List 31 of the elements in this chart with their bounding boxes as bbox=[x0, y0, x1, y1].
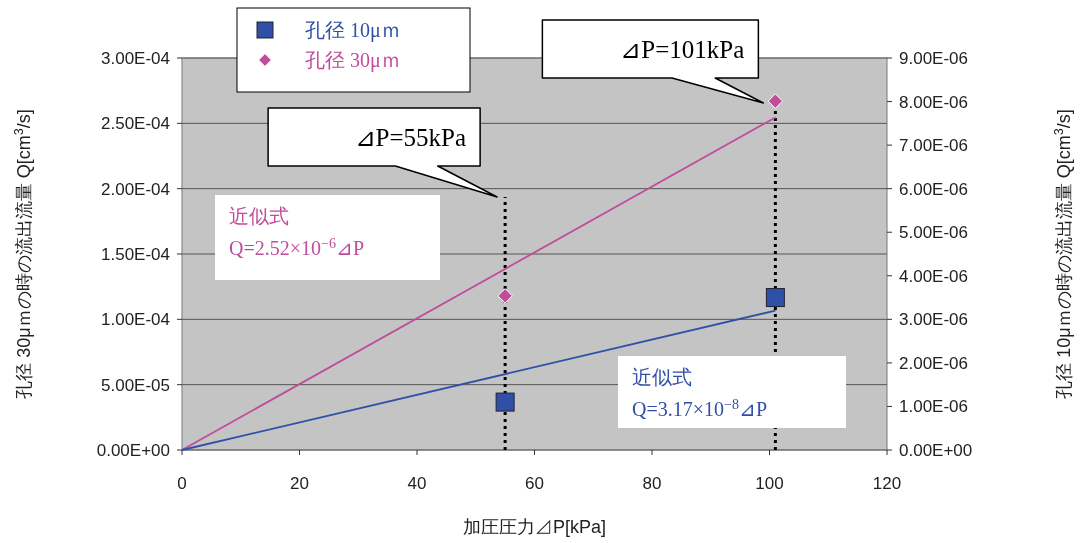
y2-tick-label: 2.00E-06 bbox=[899, 353, 968, 373]
y2-tick-label: 3.00E-06 bbox=[899, 310, 968, 330]
legend-label: 孔径 30μｍ bbox=[305, 49, 401, 72]
y2-tick-label: 1.00E-06 bbox=[899, 397, 968, 417]
x-tick-label: 80 bbox=[642, 474, 662, 493]
x-tick-label: 120 bbox=[872, 474, 902, 493]
y-tick-label: 1.00E-04 bbox=[101, 310, 170, 330]
x-tick-label: 40 bbox=[407, 474, 427, 493]
ref-line-label: ⊿P=55kPa bbox=[354, 124, 467, 151]
y2-tick-label: 0.00E+00 bbox=[899, 441, 973, 460]
x-tick-label: 20 bbox=[290, 474, 309, 493]
legend-label: 孔径 10μｍ bbox=[305, 19, 401, 42]
annotation: 近似式 Q=3.17×10$^{−8}$⊿P bbox=[632, 366, 768, 420]
y-tick-label: 2.50E-04 bbox=[101, 114, 170, 134]
y2-tick-label: 5.00E-06 bbox=[899, 223, 968, 243]
y2-tick-label: 6.00E-06 bbox=[899, 179, 968, 199]
x-axis-title: 加圧圧力⊿P[kPa] bbox=[462, 517, 607, 537]
y2-tick-label: 4.00E-06 bbox=[899, 266, 968, 286]
ref-line-label: ⊿P=101kPa bbox=[620, 36, 745, 63]
y2-tick-label: 9.00E-06 bbox=[899, 49, 968, 68]
y-tick-label: 0.00E+00 bbox=[96, 441, 170, 460]
y-tick-label: 5.00E-05 bbox=[101, 375, 170, 395]
y2-tick-label: 7.00E-06 bbox=[899, 136, 968, 156]
y-tick-label: 2.00E-04 bbox=[101, 179, 170, 199]
x-tick-label: 0 bbox=[177, 474, 187, 493]
y2-tick-label: 8.00E-06 bbox=[899, 92, 968, 112]
x-tick-label: 60 bbox=[525, 474, 544, 493]
x-tick-label: 100 bbox=[755, 474, 784, 493]
y-tick-label: 1.50E-04 bbox=[101, 245, 170, 264]
annotation: 近似式 Q=2.52×10$^{−6}$⊿P bbox=[229, 205, 365, 259]
y-tick-label: 3.00E-04 bbox=[101, 49, 170, 68]
